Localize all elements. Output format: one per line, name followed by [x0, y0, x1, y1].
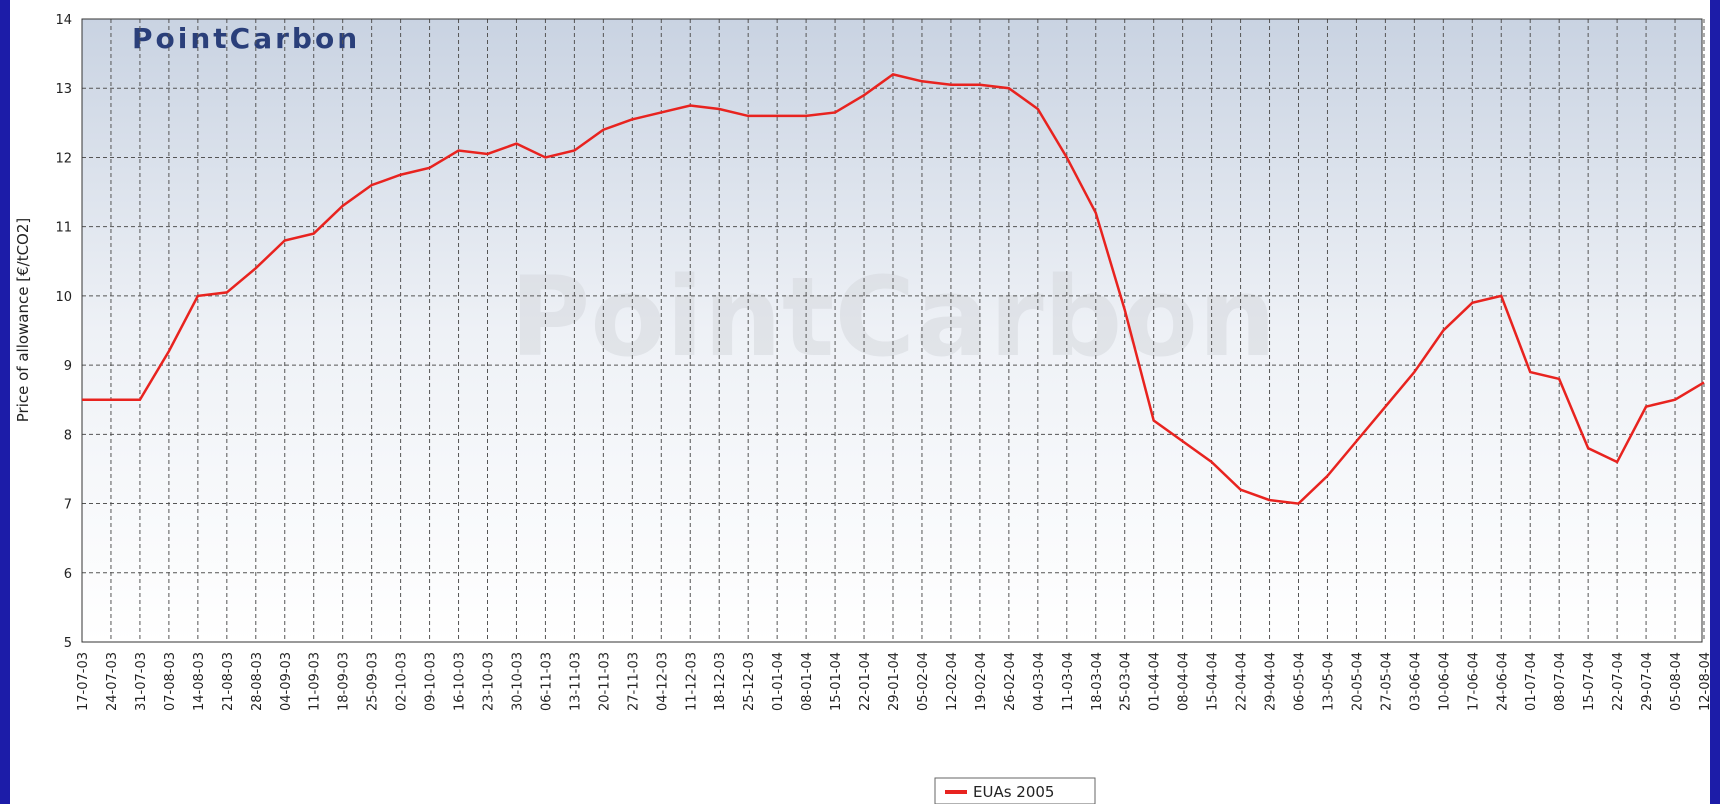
x-tick-label: 17-06-04: [1466, 652, 1481, 711]
y-tick-label: 11: [55, 221, 72, 236]
x-tick-label: 31-07-03: [134, 652, 149, 711]
y-tick-label: 9: [64, 359, 72, 374]
x-tick-label: 26-02-04: [1003, 652, 1018, 711]
x-tick-label: 29-01-04: [887, 652, 902, 711]
x-tick-label: 06-05-04: [1293, 652, 1308, 711]
y-tick-label: 7: [64, 498, 72, 513]
x-tick-label: 24-07-03: [105, 652, 120, 711]
x-tick-label: 25-03-04: [1119, 652, 1134, 711]
x-tick-label: 05-08-04: [1669, 652, 1684, 711]
x-tick-label: 08-04-04: [1177, 652, 1192, 711]
x-tick-label: 11-12-03: [684, 652, 699, 711]
x-tick-label: 13-05-04: [1321, 652, 1336, 711]
x-tick-label: 03-06-04: [1408, 652, 1423, 711]
x-tick-label: 12-02-04: [945, 652, 960, 711]
x-tick-label: 11-09-03: [308, 652, 323, 711]
y-tick-label: 10: [55, 290, 72, 305]
x-tick-label: 02-10-03: [395, 652, 410, 711]
x-tick-label: 08-07-04: [1553, 652, 1568, 711]
x-tick-label: 25-09-03: [366, 652, 381, 711]
x-tick-label: 25-12-03: [742, 652, 757, 711]
line: [82, 73, 1705, 505]
x-tick-label: 04-09-03: [279, 652, 294, 711]
x-tick-label: 15-04-04: [1206, 652, 1221, 711]
x-tick-label: 17-07-03: [76, 652, 91, 711]
legend-label: EUAs 2005: [973, 783, 1054, 801]
x-tick-label: 15-07-04: [1582, 652, 1597, 711]
x-tick-label: 01-01-04: [771, 652, 786, 711]
x-tick-label: 10-06-04: [1437, 652, 1452, 711]
x-tick-label: 16-10-03: [453, 652, 468, 711]
x-tick-label: 09-10-03: [424, 652, 439, 711]
x-tick-label: 21-08-03: [221, 652, 236, 711]
x-tick-label: 01-07-04: [1524, 652, 1539, 711]
x-tick-label: 13-11-03: [568, 652, 583, 711]
x-tick-label: 07-08-03: [163, 652, 178, 711]
x-tick-label: 22-07-04: [1611, 652, 1626, 711]
x-tick-label: 04-12-03: [655, 652, 670, 711]
x-tick-label: 24-06-04: [1495, 652, 1510, 711]
y-axis-label: Price of allowance [€/tCO2]: [14, 218, 32, 423]
y-tick-label: 13: [55, 82, 72, 97]
x-tick-label: 12-08-04: [1698, 652, 1713, 711]
x-tick-label: 29-07-04: [1640, 652, 1655, 711]
x-tick-label: 08-01-04: [800, 652, 815, 711]
x-tick-label: 29-04-04: [1264, 652, 1279, 711]
x-tick-label: 23-10-03: [482, 652, 497, 711]
x-tick-label: 22-01-04: [858, 652, 873, 711]
x-tick-label: 15-01-04: [829, 652, 844, 711]
y-tick-label: 6: [64, 567, 72, 582]
x-tick-label: 20-11-03: [597, 652, 612, 711]
x-tick-label: 20-05-04: [1350, 652, 1365, 711]
x-tick-label: 19-02-04: [974, 652, 989, 711]
x-tick-label: 14-08-03: [192, 652, 207, 711]
x-tick-label: 30-10-03: [510, 652, 525, 711]
x-tick-label: 05-02-04: [916, 652, 931, 711]
x-tick-label: 27-11-03: [626, 652, 641, 711]
y-tick-label: 5: [64, 636, 72, 651]
x-tick-label: 18-03-04: [1090, 652, 1105, 711]
x-tick-label: 22-04-04: [1235, 652, 1250, 711]
x-tick-label: 18-09-03: [337, 652, 352, 711]
y-tick-label: 14: [55, 13, 72, 28]
x-tick-label: 27-05-04: [1379, 652, 1394, 711]
x-tick-label: 18-12-03: [713, 652, 728, 711]
x-tick-label: 28-08-03: [250, 652, 265, 711]
logo: PointCarbon: [132, 22, 360, 55]
x-tick-label: 04-03-04: [1032, 652, 1047, 711]
plot-border: [81, 18, 1703, 643]
x-tick-label: 01-04-04: [1148, 652, 1163, 711]
x-tick-label: 11-03-04: [1061, 652, 1076, 711]
plot-area: [82, 19, 1702, 642]
y-tick-label: 8: [64, 428, 72, 443]
y-tick-label: 12: [55, 151, 72, 166]
x-tick-label: 06-11-03: [539, 652, 554, 711]
